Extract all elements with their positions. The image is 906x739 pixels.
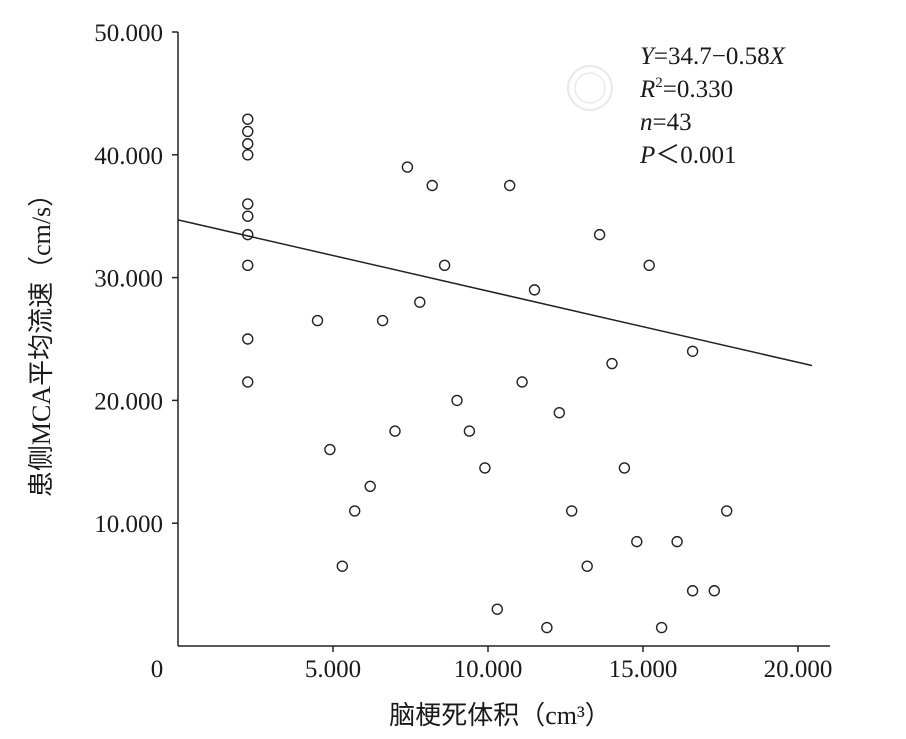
data-point xyxy=(324,443,336,456)
data-point xyxy=(426,179,438,192)
stats-line: n=43 xyxy=(640,109,692,136)
data-point xyxy=(242,113,254,125)
data-point xyxy=(593,228,606,241)
x-tick-label: 20.000 xyxy=(764,656,833,683)
data-point xyxy=(643,259,655,272)
data-point xyxy=(242,333,254,345)
x-tick-label: 0 xyxy=(151,656,164,683)
data-point xyxy=(242,210,254,222)
data-point xyxy=(376,314,389,327)
data-point xyxy=(721,505,733,517)
data-point xyxy=(438,259,451,272)
data-point xyxy=(553,406,565,419)
stats-line: P＜0.001 xyxy=(639,142,737,169)
data-point xyxy=(671,535,683,548)
x-tick-label: 10.000 xyxy=(454,656,523,683)
y-tick-label: 20.000 xyxy=(94,388,163,415)
data-point xyxy=(708,585,720,597)
data-point xyxy=(686,345,699,357)
data-point xyxy=(242,138,254,150)
data-point xyxy=(504,179,516,192)
data-point xyxy=(686,585,699,597)
data-point xyxy=(541,621,553,634)
data-point xyxy=(389,425,401,437)
data-point xyxy=(242,125,254,138)
data-point xyxy=(479,462,491,474)
data-point xyxy=(336,560,348,572)
stats-line: R2=0.330 xyxy=(639,75,733,103)
data-point xyxy=(242,259,254,272)
y-axis-label: 患侧MCA平均流速（cm/s） xyxy=(27,181,56,497)
regression-line xyxy=(177,219,813,367)
data-point xyxy=(311,314,324,327)
x-tick-label: 5.000 xyxy=(305,656,361,683)
data-point xyxy=(242,149,254,161)
data-point xyxy=(528,284,541,296)
data-point xyxy=(242,376,254,388)
y-tick-label: 10.000 xyxy=(94,511,163,538)
data-point xyxy=(606,357,618,370)
y-tick-label: 30.000 xyxy=(94,266,163,293)
data-point xyxy=(631,535,643,548)
stats-annotation: Y=34.7−0.58X R2=0.330 n=43 P＜0.001 xyxy=(639,43,787,169)
data-point xyxy=(451,394,463,407)
data-point xyxy=(581,560,593,572)
data-point xyxy=(364,480,376,493)
data-point xyxy=(655,621,668,634)
data-point xyxy=(491,603,503,615)
data-point xyxy=(618,462,631,474)
y-tick-label: 50.000 xyxy=(94,20,163,47)
data-point xyxy=(566,505,578,517)
data-point xyxy=(463,425,476,437)
data-point xyxy=(242,198,254,210)
data-point xyxy=(401,161,414,173)
data-point xyxy=(414,296,426,308)
stats-line: Y=34.7−0.58X xyxy=(640,43,787,70)
x-tick-label: 15.000 xyxy=(609,656,678,683)
x-axis-label: 脑梗死体积（cm³） xyxy=(389,701,611,730)
data-point xyxy=(349,505,361,517)
watermark-logo xyxy=(567,65,613,111)
y-tick-label: 40.000 xyxy=(94,143,163,170)
data-point xyxy=(516,376,528,388)
